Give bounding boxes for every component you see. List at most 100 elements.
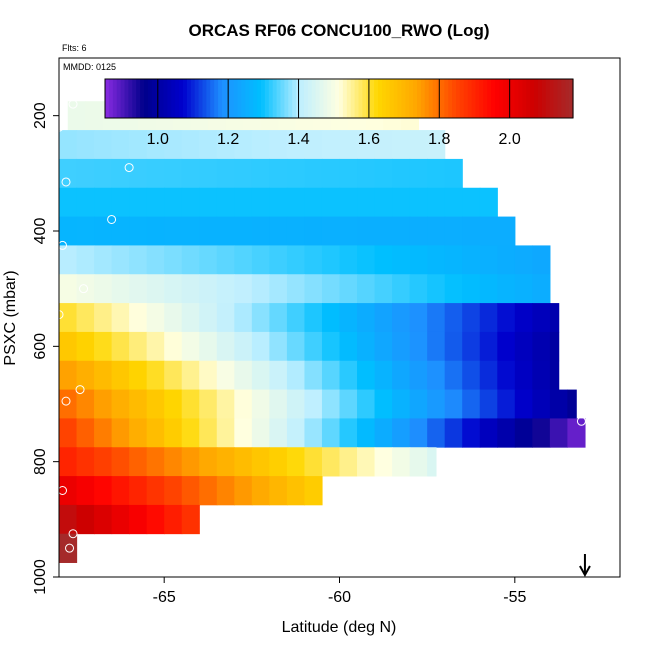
- heatmap-cell: [234, 274, 253, 304]
- observation-point: [107, 214, 117, 224]
- colorbar-segment: [541, 79, 547, 118]
- heatmap-cell: [76, 130, 95, 160]
- heatmap-cell: [374, 216, 393, 246]
- heatmap-cell: [392, 360, 411, 390]
- heatmap-cell: [181, 476, 200, 506]
- heatmap-cell: [304, 418, 323, 448]
- heatmap-cell: [251, 331, 270, 362]
- heatmap-cell: [321, 130, 341, 160]
- colorbar-segment: [565, 79, 570, 118]
- colorbar-segment: [506, 79, 512, 118]
- colorbar-segment: [253, 79, 258, 118]
- colorbar-segment: [202, 79, 207, 118]
- heatmap-cell: [59, 504, 78, 535]
- heatmap-cell: [392, 447, 411, 477]
- colorbar-segment: [175, 79, 180, 118]
- heatmap-cell: [374, 303, 393, 333]
- heatmap-cell: [59, 187, 78, 217]
- heatmap-cell: [286, 418, 306, 448]
- heatmap-cell: [129, 130, 148, 160]
- heatmap-cell: [234, 303, 253, 333]
- heatmap-cell: [462, 418, 481, 448]
- heatmap-cell: [304, 187, 323, 217]
- heatmap-cell: [462, 216, 481, 246]
- heatmap-cell: [409, 245, 428, 275]
- heatmap-cell: [111, 245, 130, 275]
- colorbar-segment: [545, 79, 551, 118]
- heatmap-cell: [146, 216, 165, 246]
- heatmap-cell: [462, 331, 481, 362]
- heatmap-cell: [427, 389, 446, 419]
- heatmap-cell: [111, 447, 130, 477]
- heatmap-cell: [444, 418, 463, 448]
- heatmap-cell: [59, 158, 78, 189]
- heatmap-cell: [444, 331, 463, 362]
- heatmap-cell: [549, 331, 560, 362]
- colorbar-segment: [171, 79, 176, 118]
- heatmap-cell: [111, 331, 130, 362]
- heatmap-cell: [286, 216, 306, 246]
- heatmap-cell: [216, 274, 235, 304]
- y-tick-label: 600: [32, 333, 49, 360]
- colorbar-segment: [491, 79, 496, 118]
- colorbar-segment: [183, 79, 188, 118]
- heatmap-cell: [286, 158, 306, 189]
- colorbar-segment: [112, 79, 118, 118]
- heatmap-cell: [374, 331, 393, 362]
- heatmap-cell: [111, 389, 130, 419]
- colorbar-segment: [132, 79, 137, 118]
- colorbar-segment: [167, 79, 172, 118]
- colorbar-segment: [459, 79, 465, 118]
- heatmap-cell: [181, 331, 200, 362]
- colorbar-segment: [424, 79, 430, 118]
- colorbar-segment: [475, 79, 480, 118]
- colorbar-segment: [272, 79, 278, 118]
- colorbar-segment: [335, 79, 340, 118]
- colorbar-segment: [495, 79, 500, 118]
- heatmap-cell: [444, 245, 463, 275]
- observation-point: [68, 529, 78, 539]
- heatmap-cell: [129, 389, 148, 419]
- heatmap-cell: [234, 130, 253, 160]
- heatmap-cell: [374, 360, 393, 390]
- heatmap-cell: [304, 476, 323, 506]
- heatmap-cell: [129, 418, 148, 448]
- heatmap-cell: [339, 245, 358, 275]
- heatmap-cell: [199, 274, 218, 304]
- heatmap-cell: [321, 447, 341, 477]
- heatmap-cell: [479, 360, 498, 390]
- heatmap-cell: [339, 158, 358, 189]
- observation-point: [68, 99, 78, 109]
- heatmap-cell: [532, 389, 551, 419]
- heatmap-cell: [444, 303, 463, 333]
- colorbar-segment: [276, 79, 282, 118]
- heatmap-cell: [321, 331, 341, 362]
- heatmap-cell: [304, 274, 323, 304]
- colorbar-segment: [163, 79, 168, 118]
- heatmap-cell: [164, 187, 183, 217]
- colorbar-segment: [444, 79, 449, 118]
- heatmap-cell: [94, 158, 113, 189]
- observation-point: [61, 177, 71, 187]
- heatmap-cell: [216, 245, 235, 275]
- heatmap-cell: [269, 303, 288, 333]
- heatmap-cell: [497, 303, 516, 333]
- heatmap-cell: [514, 418, 533, 448]
- heatmap-cell: [549, 389, 569, 419]
- heatmap-cell: [164, 274, 183, 304]
- colorbar-segment: [315, 79, 321, 118]
- observation-point: [75, 385, 85, 395]
- colorbar-segment: [502, 79, 508, 118]
- colorbar-segment: [346, 79, 352, 118]
- colorbar-segment: [198, 79, 204, 118]
- colorbar-segment: [498, 79, 504, 118]
- heatmap-cell: [164, 389, 183, 419]
- heatmap-cell: [321, 303, 341, 333]
- colorbar-segment: [401, 79, 406, 118]
- heatmap-cell: [76, 447, 95, 477]
- heatmap-cell: [111, 504, 130, 535]
- heatmap-cell: [514, 389, 533, 419]
- heatmap-cell: [462, 274, 481, 304]
- heatmap-cell: [497, 216, 516, 246]
- heatmap-cell: [286, 187, 306, 217]
